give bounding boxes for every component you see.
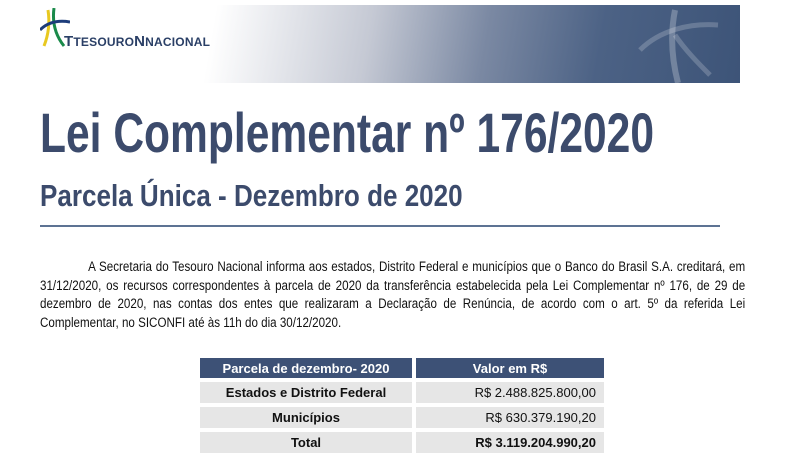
divider xyxy=(40,225,720,227)
header-banner xyxy=(170,5,740,83)
logo-text-first: Tesouro xyxy=(73,35,135,49)
logo-text: TTesouroNNacional xyxy=(64,33,211,50)
logo-text-second: Nacional xyxy=(145,35,211,49)
announcement-paragraph: A Secretaria do Tesouro Nacional informa… xyxy=(40,259,746,330)
table-row: Estados e Distrito Federal R$ 2.488.825.… xyxy=(200,382,604,403)
row-value: R$ 2.488.825.800,00 xyxy=(416,382,604,403)
logo-mark-icon xyxy=(38,7,71,47)
table-header-row: Parcela de dezembro- 2020 Valor em R$ xyxy=(200,358,604,378)
page-title: Lei Complementar nº 176/2020 xyxy=(40,101,655,164)
row-value: R$ 630.379.190,20 xyxy=(416,407,604,428)
values-table: Parcela de dezembro- 2020 Valor em R$ Es… xyxy=(196,354,608,457)
tesouro-logo xyxy=(38,7,71,53)
table-row-total: Total R$ 3.119.204.990,20 xyxy=(200,432,604,453)
row-label: Estados e Distrito Federal xyxy=(200,382,412,403)
table-row: Municípios R$ 630.379.190,20 xyxy=(200,407,604,428)
column-header: Valor em R$ xyxy=(416,358,604,378)
row-value: R$ 3.119.204.990,20 xyxy=(416,432,604,453)
row-label: Municípios xyxy=(200,407,412,428)
page-subtitle: Parcela Única - Dezembro de 2020 xyxy=(40,178,463,213)
column-header: Parcela de dezembro- 2020 xyxy=(200,358,412,378)
row-label: Total xyxy=(200,432,412,453)
banner-watermark-icon xyxy=(638,9,719,83)
